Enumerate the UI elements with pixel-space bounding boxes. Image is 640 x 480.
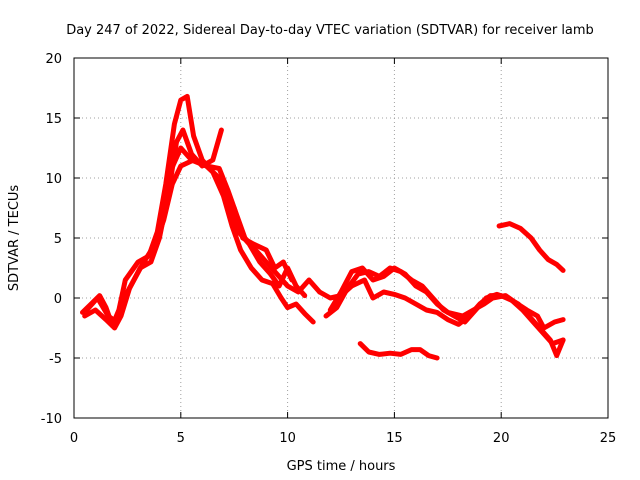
x-tick-label: 15: [386, 431, 403, 446]
x-axis-label: GPS time / hours: [287, 459, 396, 474]
y-tick-label: 15: [45, 112, 62, 127]
y-tick-label: -5: [49, 352, 62, 367]
series-line-trace-1: [80, 93, 316, 329]
y-tick-label: -10: [41, 412, 62, 427]
y-tick-label: 10: [45, 172, 62, 187]
x-tick-label: 10: [279, 431, 296, 446]
series-line-trace-9: [357, 341, 440, 361]
y-tick-label: 20: [45, 52, 62, 67]
y-tick-label: 0: [54, 292, 62, 307]
series-line-trace-8: [327, 265, 566, 331]
data-traces: [80, 93, 566, 361]
y-axis-label: SDTVAR / TECUs: [7, 185, 22, 292]
series-line-trace-7: [317, 277, 566, 347]
series-line-trace-5: [231, 205, 295, 283]
y-tick-label: 5: [54, 232, 62, 247]
x-tick-label: 5: [177, 431, 185, 446]
x-tick-label: 25: [600, 431, 617, 446]
series-line-trace-10: [496, 221, 566, 273]
chart-title: Day 247 of 2022, Sidereal Day-to-day VTE…: [66, 23, 594, 38]
x-tick-label: 0: [70, 431, 78, 446]
axis-ticks: 0 5 10 15 20 25 -10 -5 0 5 10 15 20: [41, 52, 617, 446]
x-tick-label: 20: [493, 431, 510, 446]
grid-lines: [74, 58, 608, 418]
